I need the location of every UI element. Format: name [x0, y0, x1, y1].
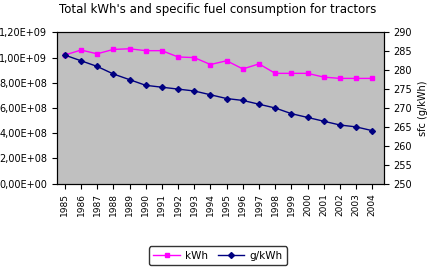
kWh: [256, 62, 262, 66]
Legend: kWh, g/kWh: kWh, g/kWh: [149, 247, 287, 265]
kWh: [78, 48, 84, 52]
g/kWh: [256, 103, 262, 106]
kWh: [289, 72, 294, 75]
g/kWh: [289, 112, 294, 115]
kWh: [111, 48, 116, 51]
g/kWh: [321, 120, 327, 123]
kWh: [337, 77, 343, 80]
g/kWh: [370, 129, 375, 132]
g/kWh: [62, 53, 68, 57]
Line: kWh: kWh: [62, 46, 375, 81]
kWh: [159, 49, 164, 52]
g/kWh: [127, 78, 132, 81]
g/kWh: [111, 72, 116, 76]
kWh: [127, 47, 132, 50]
g/kWh: [143, 84, 148, 87]
kWh: [354, 77, 359, 80]
kWh: [62, 53, 68, 57]
g/kWh: [159, 86, 164, 89]
g/kWh: [272, 106, 278, 110]
g/kWh: [224, 97, 229, 100]
kWh: [224, 59, 229, 62]
g/kWh: [240, 99, 245, 102]
kWh: [175, 55, 181, 59]
g/kWh: [354, 125, 359, 129]
kWh: [208, 63, 213, 66]
kWh: [95, 52, 100, 55]
Text: Total kWh's and specific fuel consumption for tractors: Total kWh's and specific fuel consumptio…: [59, 3, 377, 16]
kWh: [272, 72, 278, 75]
g/kWh: [192, 89, 197, 93]
g/kWh: [175, 87, 181, 91]
kWh: [192, 56, 197, 59]
g/kWh: [337, 123, 343, 127]
kWh: [370, 77, 375, 80]
g/kWh: [305, 116, 310, 119]
Line: g/kWh: g/kWh: [63, 53, 375, 133]
Y-axis label: sfc (g/kWh): sfc (g/kWh): [418, 80, 428, 136]
g/kWh: [208, 93, 213, 96]
kWh: [143, 49, 148, 52]
kWh: [321, 76, 327, 79]
g/kWh: [78, 59, 84, 62]
kWh: [240, 67, 245, 70]
g/kWh: [95, 65, 100, 68]
kWh: [305, 72, 310, 75]
